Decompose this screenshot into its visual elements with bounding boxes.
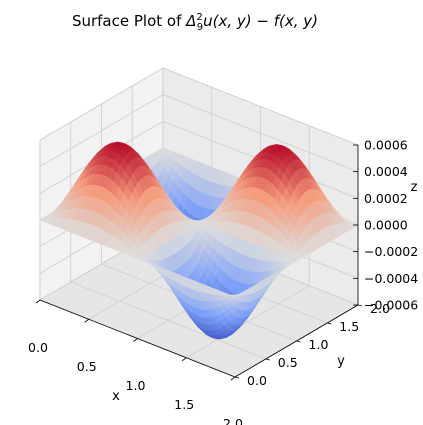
title-delta: Δ xyxy=(185,12,196,30)
x-tick-label: 2.0 xyxy=(223,416,243,425)
title-prefix: Surface Plot of xyxy=(72,12,186,30)
gridline-z xyxy=(39,94,359,173)
y-tick-label: 1.0 xyxy=(309,337,329,352)
y-tick-mark xyxy=(296,340,301,343)
title-delta-sup: 2 xyxy=(196,12,202,23)
surface-mesh xyxy=(39,141,359,340)
y-tick-mark xyxy=(265,358,270,361)
y-tick-label: 0.5 xyxy=(278,355,298,370)
y-tick-label: 1.5 xyxy=(339,319,359,334)
z-axis-label: z xyxy=(411,180,418,195)
z-tick-label: −0.0004 xyxy=(364,271,418,286)
x-tick-label: 0.0 xyxy=(28,340,48,355)
z-tick-label: 0.0000 xyxy=(364,218,408,233)
gridline-z xyxy=(39,67,359,146)
x-tick-mark xyxy=(182,357,187,362)
y-axis-label: y xyxy=(337,354,345,369)
z-tick-label: −0.0002 xyxy=(364,244,418,259)
title-delta-sub: 9 xyxy=(197,22,203,33)
x-tick-label: 1.0 xyxy=(126,378,146,393)
z-tick-label: 0.0006 xyxy=(364,138,408,153)
z-tick-label: 0.0004 xyxy=(364,164,408,179)
y-tick-mark xyxy=(234,376,240,379)
x-tick-mark xyxy=(35,299,41,304)
x-tick-label: 1.5 xyxy=(174,397,194,412)
x-tick-label: 0.5 xyxy=(77,359,97,374)
plot-title: Surface Plot of Δ2 9u(x, y) − f(x, y) xyxy=(72,12,318,33)
x-tick-mark xyxy=(133,338,138,342)
z-tick-label: 0.0002 xyxy=(364,191,408,206)
y-tick-label: 0.0 xyxy=(247,373,267,388)
x-tick-mark xyxy=(230,376,236,381)
y-tick-label: 2.0 xyxy=(370,301,390,316)
y-tick-mark xyxy=(327,322,332,325)
x-axis-label: x xyxy=(112,389,120,404)
y-tick-mark xyxy=(357,304,363,307)
axes-ticks: 0.0 0.5 1.0 1.5 2.0 0.0 0.5 1.0 1.5 2.0 0.0006 0.00… xyxy=(28,138,418,425)
z-tick-label: −0.0006 xyxy=(364,298,418,313)
x-tick-mark xyxy=(84,318,89,323)
title-suffix: u(x, y) − f(x, y) xyxy=(203,12,318,30)
surface-facet xyxy=(230,294,240,298)
